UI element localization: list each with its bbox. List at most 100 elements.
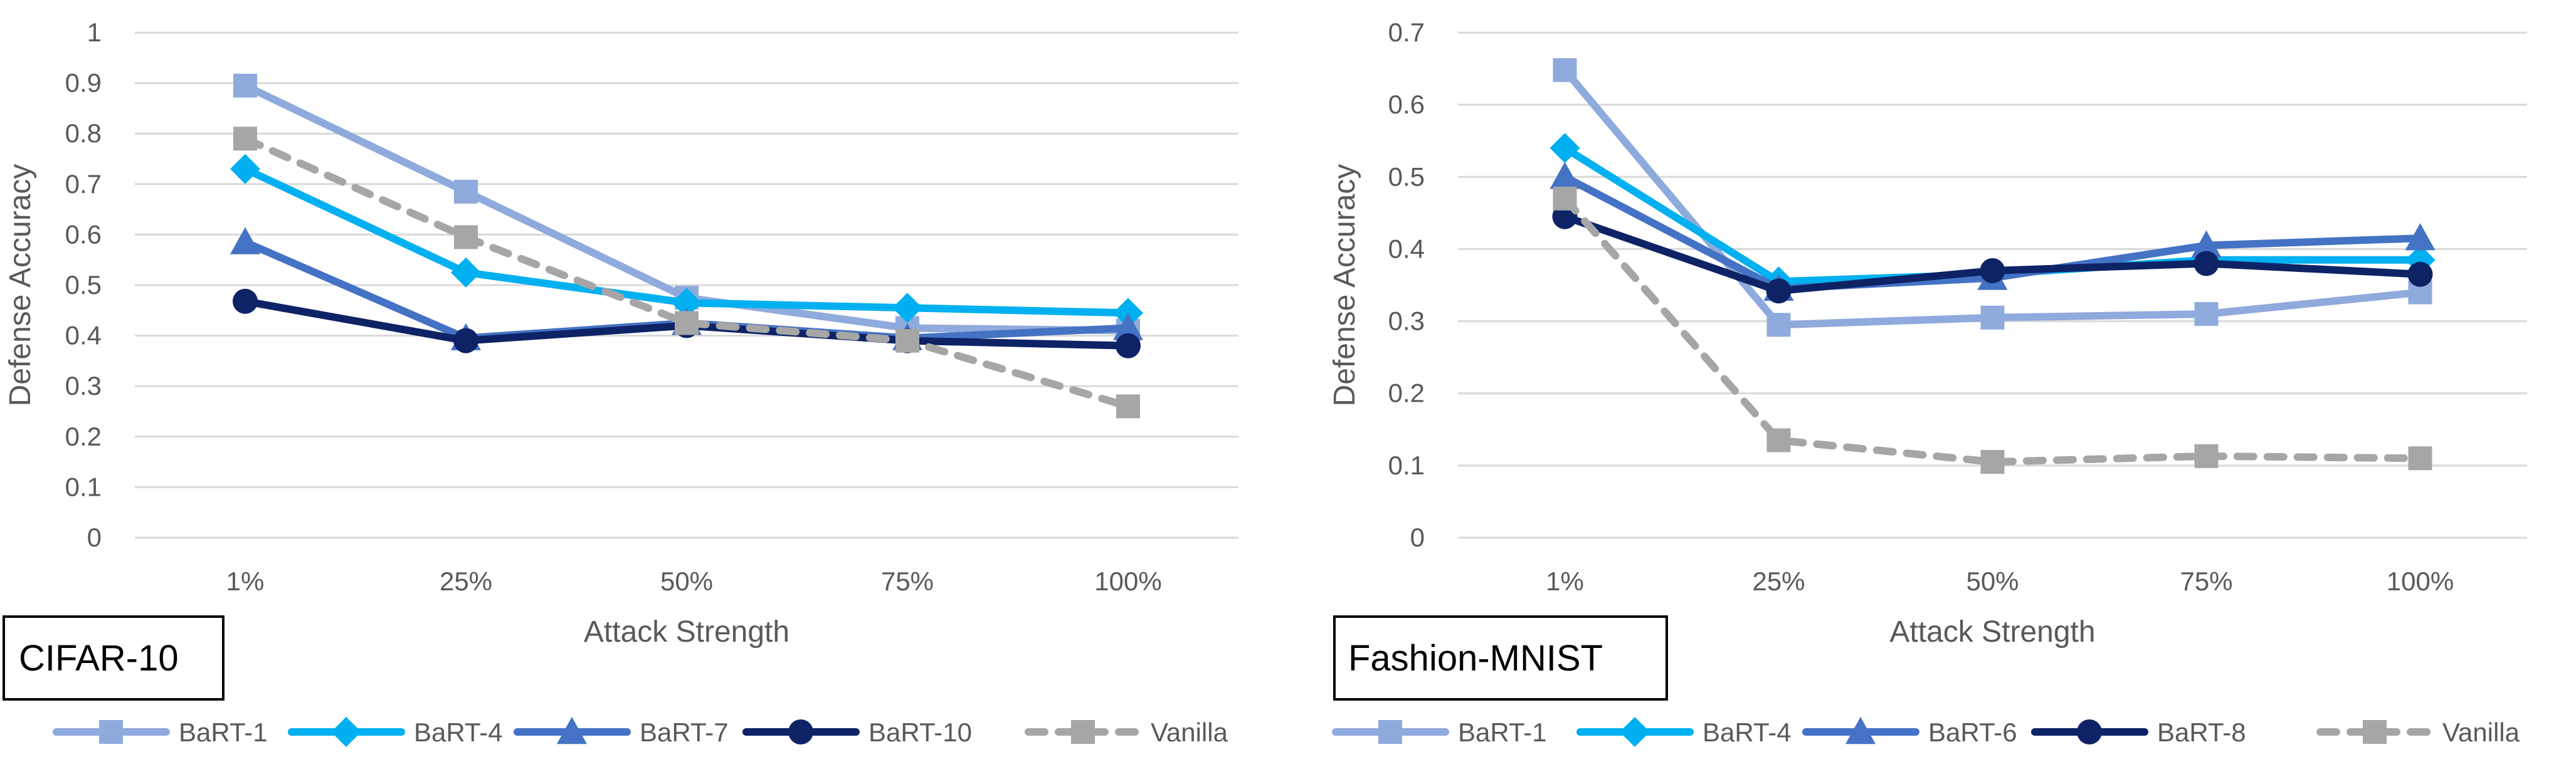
legend-marker (99, 720, 123, 744)
x-tick-label: 25% (1752, 566, 1805, 596)
y-tick-label: 0 (87, 523, 102, 552)
legend-label: BaRT-7 (640, 718, 729, 747)
y-tick-label: 0.3 (65, 371, 102, 400)
x-tick-label: 75% (2180, 566, 2232, 596)
data-point (1980, 258, 2005, 283)
legend-marker (1845, 717, 1876, 744)
data-point (2193, 251, 2219, 276)
data-point (1553, 186, 1577, 211)
data-point (1116, 394, 1140, 419)
x-tick-label: 100% (2387, 566, 2454, 596)
y-tick-label: 0.6 (65, 219, 102, 249)
legend-label: BaRT-6 (1928, 718, 2017, 747)
y-tick-label: 0.3 (1388, 306, 1425, 336)
data-point (230, 154, 260, 184)
y-tick-label: 0.7 (1388, 18, 1425, 47)
data-point (233, 73, 257, 98)
series-vanilla (1553, 186, 2432, 474)
dataset-label-box (3, 615, 224, 701)
data-point (1553, 58, 1577, 82)
data-point (1766, 428, 1791, 452)
data-point (1980, 305, 2005, 330)
legend-label: BaRT-1 (179, 718, 268, 747)
y-tick-label: 0.7 (65, 169, 102, 199)
data-point (1113, 313, 1143, 340)
series-line (241, 135, 1132, 410)
legend-marker (1378, 720, 1402, 744)
x-tick-label: 50% (660, 566, 713, 596)
data-point (1116, 333, 1141, 358)
data-point (675, 311, 699, 335)
x-axis-title: Attack Strength (1889, 615, 2095, 649)
x-tick-label: 1% (1546, 566, 1584, 596)
data-point (1549, 162, 1580, 189)
x-axis-title: Attack Strength (584, 615, 789, 649)
y-tick-label: 0.8 (65, 118, 102, 148)
series-vanilla (233, 127, 1140, 419)
data-point (233, 127, 257, 151)
chart-panel-2: 0 0.1 0.2 0.3 0.4 0.5 0.6 0.7 1% 25% 50% 75% 100% Att… (1328, 18, 2527, 747)
legend-marker (1071, 720, 1095, 744)
dataset-label-box (1333, 615, 1668, 701)
legend-item-bart-10: BaRT-10 (742, 718, 972, 747)
data-point (233, 288, 258, 314)
data-point (1980, 450, 2005, 474)
data-point (1549, 133, 1580, 164)
legend-item-bart-8: BaRT-8 (2031, 718, 2246, 747)
x-tick-label: 50% (1966, 566, 2019, 596)
y-tick-label: 0.2 (65, 422, 102, 451)
y-tick-label: 0.1 (65, 472, 102, 501)
data-point (2405, 223, 2436, 251)
x-tick-label: 100% (1094, 566, 1161, 596)
data-point (454, 225, 478, 249)
data-point (2408, 446, 2432, 471)
y-tick-label: 0.2 (1388, 378, 1425, 408)
y-tick-label: 0 (1410, 523, 1425, 552)
legend-label: BaRT-1 (1458, 718, 1547, 747)
legend-item-bart-6: BaRT-6 (1802, 717, 2017, 747)
legend-label: BaRT-4 (414, 718, 503, 747)
series-bart-4 (230, 154, 1143, 328)
legend-item-vanilla: Vanilla (2316, 718, 2520, 747)
legend-marker (788, 719, 813, 744)
legend-item-bart-4: BaRT-4 (288, 717, 503, 747)
legend-label: BaRT-4 (1702, 718, 1792, 747)
x-tick-label: 75% (881, 566, 934, 596)
chart-panel-1: 0 0.1 0.2 0.3 0.4 0.5 0.6 0.7 0.8 0.9 1 1% 25% 50% 75%… (3, 18, 1238, 747)
data-point (892, 293, 922, 323)
data-point (895, 328, 919, 353)
legend-label: BaRT-10 (868, 718, 972, 747)
legend-marker (1620, 717, 1650, 747)
legend-marker (2363, 720, 2387, 744)
y-tick-label: 0.9 (65, 68, 102, 98)
y-axis-title: Defense Accuracy (4, 164, 37, 407)
y-tick-label: 0.1 (1388, 451, 1425, 480)
dataset-title: Fashion-MNIST (1348, 638, 1603, 679)
data-point (2407, 261, 2433, 287)
data-point (2194, 302, 2219, 326)
data-point (672, 288, 702, 318)
series-line (1561, 194, 2424, 466)
y-axis-title: Defense Accuracy (1328, 164, 1361, 407)
data-point (2194, 444, 2219, 468)
legend-marker (2077, 719, 2102, 744)
data-point (451, 257, 481, 288)
x-tick-label: 1% (226, 566, 265, 596)
x-tick-label: 25% (440, 566, 492, 596)
legend-marker (557, 717, 587, 744)
legend-label: BaRT-8 (2157, 718, 2246, 747)
series-bart-8 (1552, 204, 2433, 304)
legend-item-bart-1: BaRT-1 (53, 718, 268, 747)
series-bart-1 (1553, 58, 2432, 337)
legend-marker (331, 717, 361, 747)
y-tick-label: 0.4 (65, 321, 102, 350)
data-point (453, 328, 478, 353)
y-tick-label: 0.6 (1388, 90, 1425, 119)
data-point (454, 179, 478, 204)
y-tick-label: 0.5 (1388, 162, 1425, 191)
legend-item-bart-4: BaRT-4 (1576, 717, 1792, 747)
legend-item-bart-1: BaRT-1 (1332, 718, 1547, 747)
data-point (2191, 230, 2222, 258)
y-tick-label: 0.5 (65, 270, 102, 300)
